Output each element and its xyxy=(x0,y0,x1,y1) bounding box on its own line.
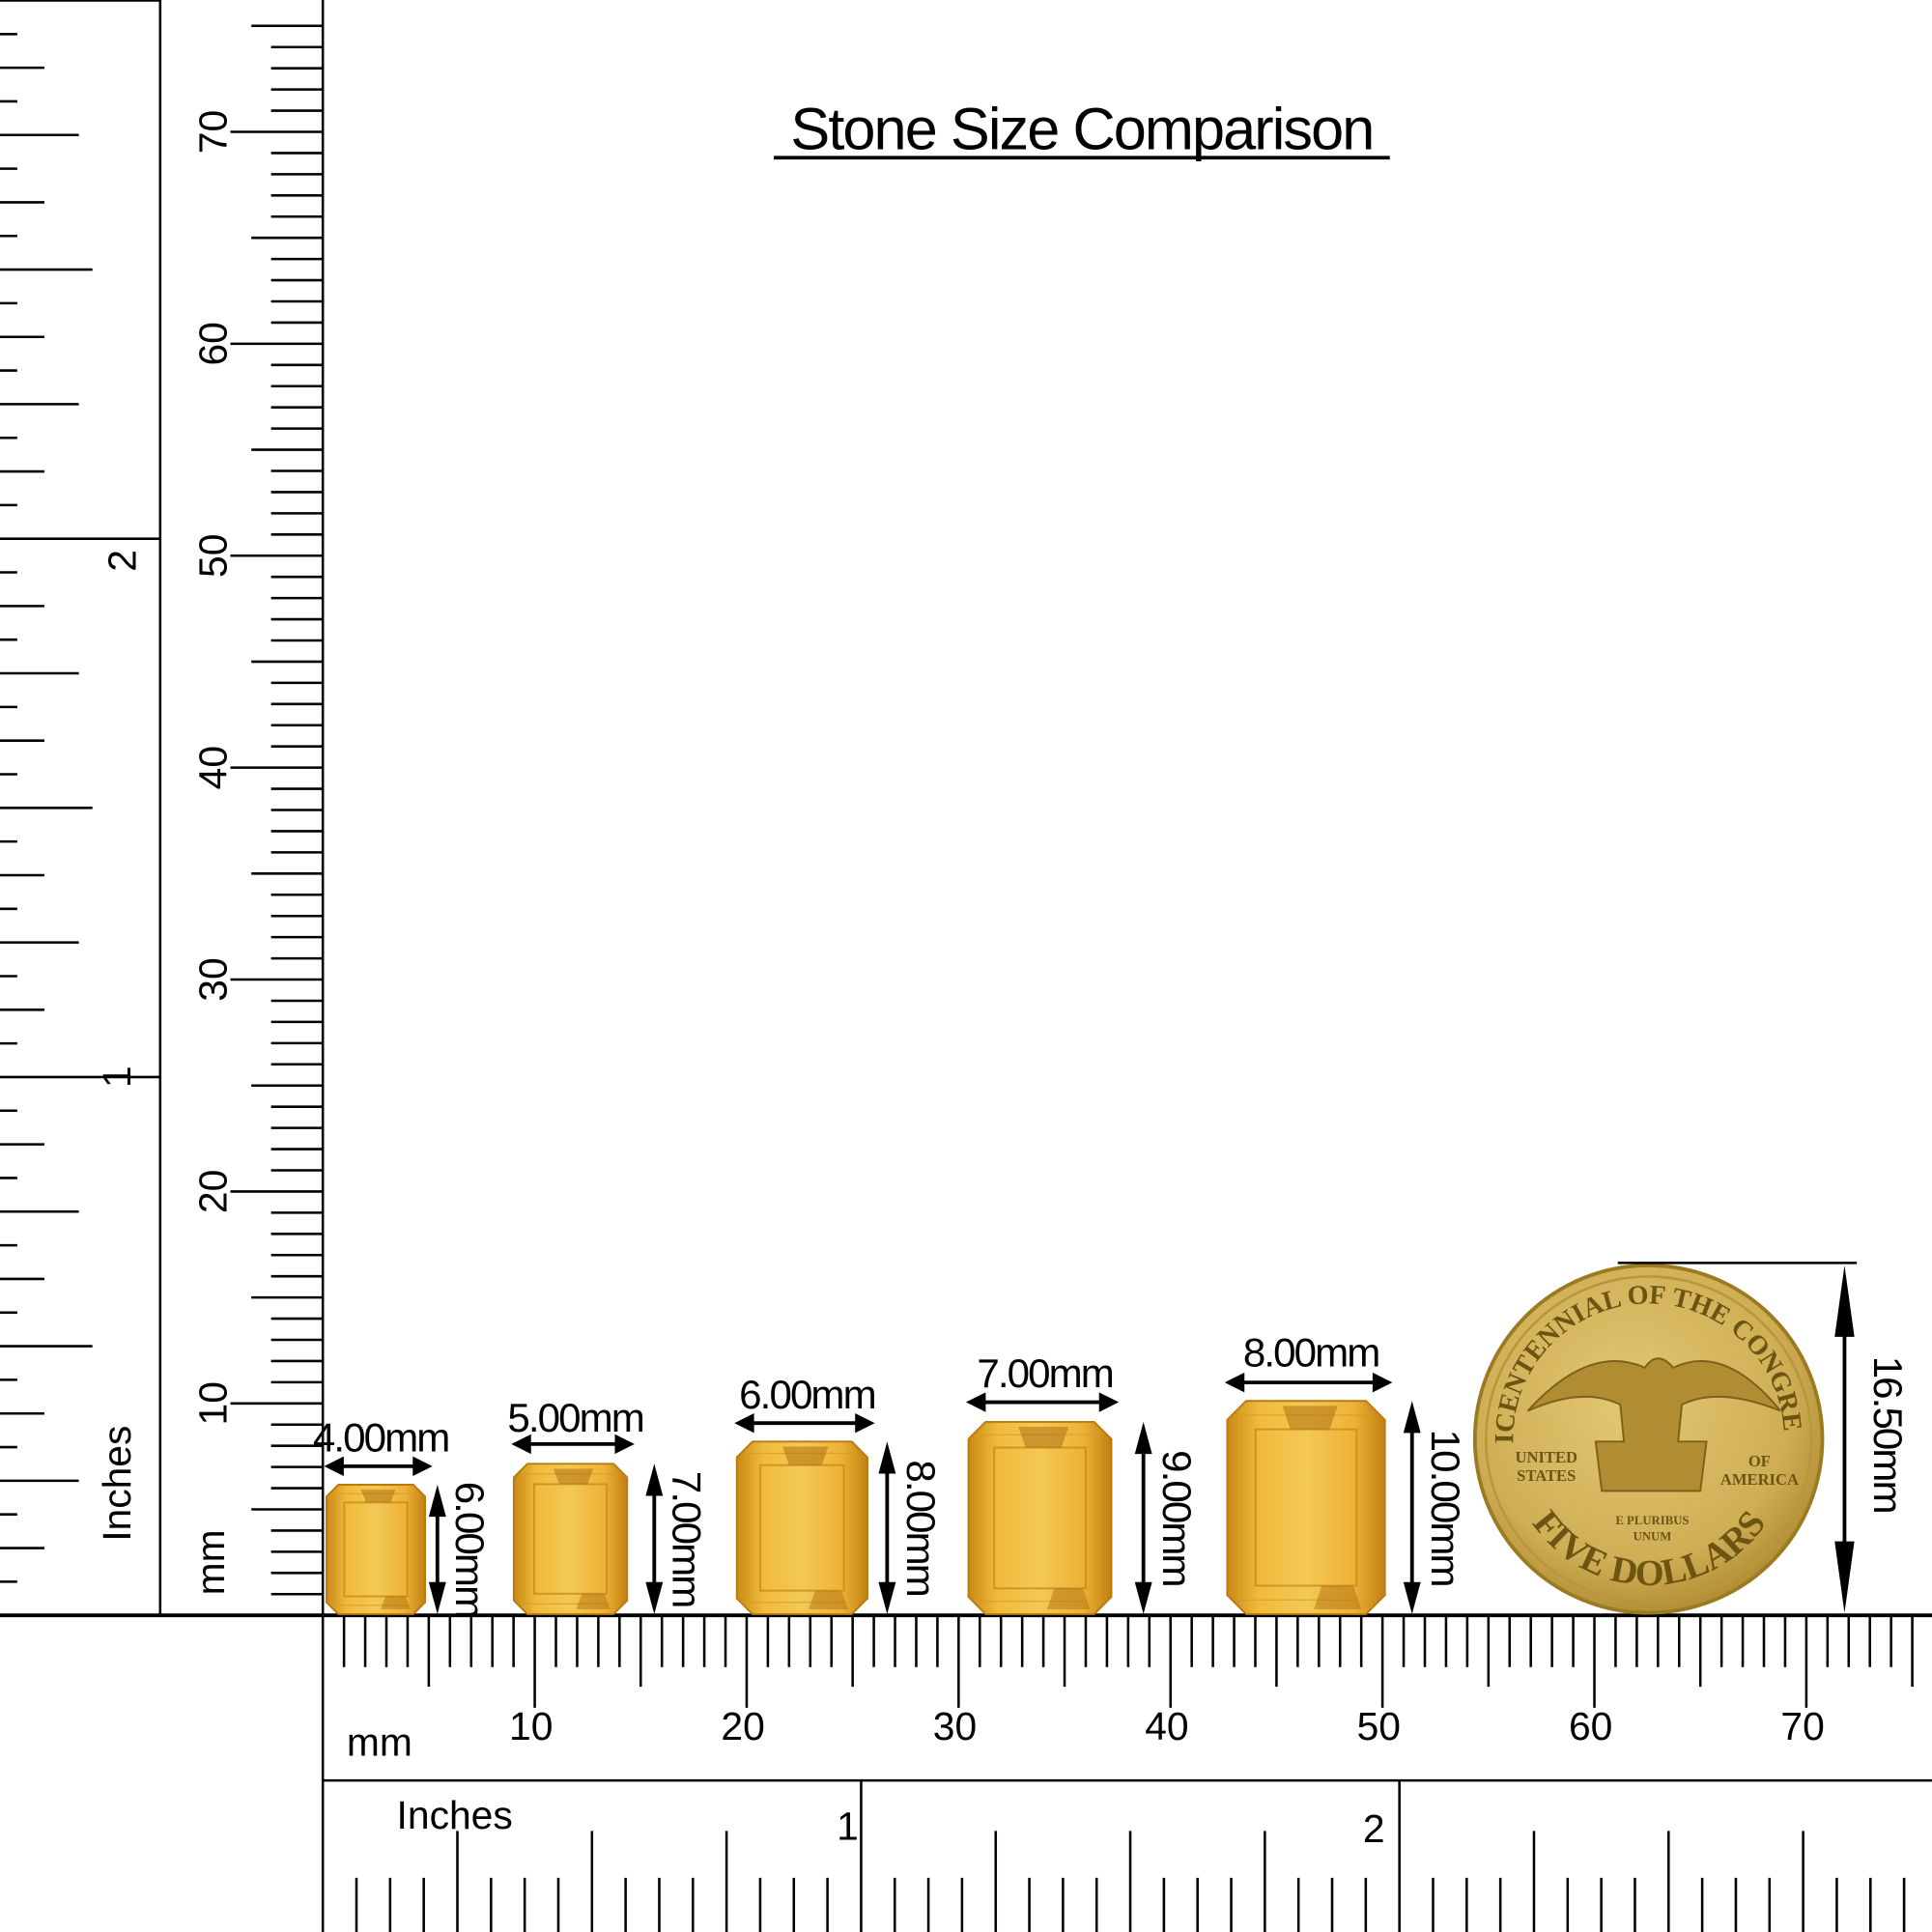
coin-text-states: STATES xyxy=(1517,1466,1576,1485)
height-arrow xyxy=(1403,1401,1421,1614)
height-arrow xyxy=(1134,1421,1152,1614)
width-label: 5.00mm xyxy=(507,1395,643,1440)
horizontal-mm-label: 10 xyxy=(509,1704,553,1748)
width-arrow xyxy=(734,1413,875,1434)
coin-rim xyxy=(1484,1275,1813,1604)
width-arrow xyxy=(966,1392,1120,1412)
vertical-mm-label: 60 xyxy=(191,322,236,365)
width-arrow xyxy=(1224,1372,1393,1393)
bottom-mm-unit-label: mm xyxy=(347,1720,412,1765)
stone-1: 4.00mm 6.00mm xyxy=(313,1415,493,1618)
stone-4: 7.00mm 9.00mm xyxy=(966,1350,1200,1615)
stone-shadow-facet xyxy=(1046,1588,1091,1609)
coin-text-united: UNITED xyxy=(1516,1448,1578,1466)
horizontal-mm-label: 20 xyxy=(721,1704,764,1748)
horizontal-mm-label: 30 xyxy=(933,1704,977,1748)
horizontal-mm-label: 40 xyxy=(1145,1704,1188,1748)
bottom-inches-unit-label: Inches xyxy=(397,1793,513,1837)
left-inch-label-2: 2 xyxy=(99,550,144,572)
horizontal-mm-label: 70 xyxy=(1780,1704,1824,1748)
height-label: 9.00mm xyxy=(1154,1450,1200,1586)
stone-3: 6.00mm 8.00mm xyxy=(734,1372,944,1615)
width-label: 7.00mm xyxy=(977,1350,1113,1396)
coin-text-of: OF xyxy=(1748,1452,1771,1470)
stone-shadow-facet xyxy=(1018,1427,1069,1448)
vertical-mm-label: 10 xyxy=(191,1381,236,1425)
stone-shadow-facet xyxy=(809,1590,848,1609)
vertical-mm-label: 40 xyxy=(191,746,236,789)
height-arrow xyxy=(878,1441,896,1614)
left-inch-label-1: 1 xyxy=(95,1065,139,1088)
width-label: 6.00mm xyxy=(739,1372,875,1417)
height-label: 8.00mm xyxy=(898,1460,944,1596)
emerald-cut-stone-image xyxy=(1226,1400,1386,1615)
height-label: 10.00mm xyxy=(1423,1430,1468,1586)
stone-5: 8.00mm 10.00mm xyxy=(1224,1330,1468,1615)
stone-2: 5.00mm 7.00mm xyxy=(507,1395,709,1615)
coin-text-unum: UNUM xyxy=(1634,1529,1672,1543)
stone-shadow-facet xyxy=(360,1490,396,1503)
height-arrow xyxy=(645,1463,664,1614)
vertical-mm-label: 20 xyxy=(191,1170,236,1213)
coin-group: BICENTENNIAL OF THE CONGRESS FIVE DOLLAR… xyxy=(0,0,1911,1615)
vertical-mm-label: 70 xyxy=(191,110,236,154)
height-arrow xyxy=(428,1484,446,1614)
left-inches-unit-label: Inches xyxy=(95,1426,139,1542)
emerald-cut-stone-image xyxy=(512,1463,629,1615)
stone-shadow-facet xyxy=(576,1593,611,1609)
horizontal-mm-label: 60 xyxy=(1569,1704,1612,1748)
coin-text-america: AMERICA xyxy=(1720,1470,1799,1489)
stone-shadow-facet xyxy=(782,1446,829,1465)
coin-diameter-label: 16.50mm xyxy=(1865,1356,1911,1513)
stone-shadow-facet xyxy=(1282,1406,1338,1430)
coin-diameter-arrow xyxy=(1834,1264,1855,1613)
vertical-mm-label: 30 xyxy=(191,957,236,1001)
width-arrow xyxy=(511,1434,635,1455)
height-label: 6.00mm xyxy=(447,1482,493,1618)
emerald-cut-stone-image xyxy=(326,1484,427,1615)
left-mm-unit-label: mm xyxy=(188,1529,233,1595)
emerald-cut-stone-image xyxy=(735,1440,868,1615)
bottom-inch-label-1: 1 xyxy=(837,1804,859,1848)
height-label: 7.00mm xyxy=(664,1471,709,1607)
horizontal-mm-label: 50 xyxy=(1357,1704,1401,1748)
title-group: Stone Size Comparison xyxy=(774,96,1390,161)
vertical-mm-label: 50 xyxy=(191,534,236,578)
stone-shadow-facet xyxy=(1314,1585,1362,1609)
page-title: Stone Size Comparison xyxy=(790,96,1373,161)
width-label: 4.00mm xyxy=(313,1415,449,1461)
bottom-inch-label-2: 2 xyxy=(1363,1806,1385,1851)
coin-text-motto: E PLURIBUS xyxy=(1615,1514,1689,1527)
stone-shadow-facet xyxy=(381,1596,411,1609)
eagle-icon xyxy=(1526,1357,1781,1492)
stone-shadow-facet xyxy=(553,1468,594,1485)
width-arrow xyxy=(324,1456,433,1477)
width-label: 8.00mm xyxy=(1243,1330,1379,1376)
stones: 4.00mm 6.00mm 5.00mm 7.00mm 6.00mm 8.00mm 7.00… xyxy=(313,1330,1468,1618)
emerald-cut-stone-image xyxy=(967,1420,1113,1615)
